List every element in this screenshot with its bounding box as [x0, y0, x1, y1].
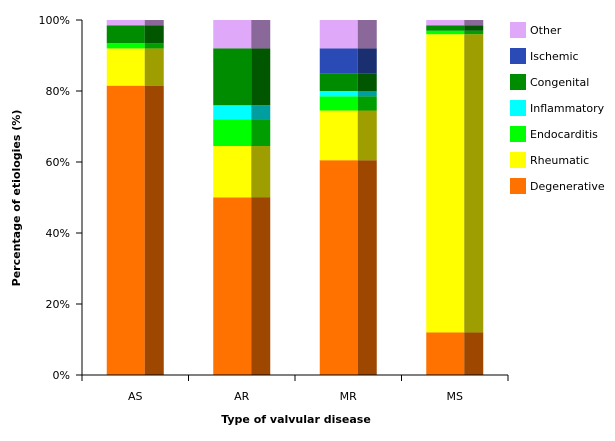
legend-label-ischemic: Ischemic: [530, 50, 579, 63]
bar-side-as-endocarditis: [144, 43, 164, 49]
bar-side-ms-other: [464, 20, 484, 26]
bar-mr-other: [319, 20, 358, 49]
bar-side-as-rheumatic: [144, 48, 164, 86]
axes-group: 0% 20% 40% 60% 80% 100% AS AR MR MS: [39, 14, 509, 403]
y-tick-label: 20%: [46, 298, 70, 311]
x-tick-label: MS: [447, 390, 463, 403]
bars-group: [106, 20, 484, 376]
bar-side-mr-endocarditis: [357, 96, 377, 111]
bar-ms-congenital: [426, 25, 465, 31]
bar-as-endocarditis: [106, 43, 145, 49]
y-tick-label: 80%: [46, 85, 70, 98]
bar-mr-inflammatory: [319, 91, 358, 97]
y-tick-label: 100%: [39, 14, 70, 27]
x-tick-label: AR: [234, 390, 250, 403]
y-tick-label: 60%: [46, 156, 70, 169]
bar-as-other: [106, 20, 145, 26]
bar-side-ar-rheumatic: [251, 146, 271, 198]
bar-ms-degenerative: [426, 332, 465, 375]
bar-ar-other: [213, 20, 252, 49]
bar-side-ms-congenital: [464, 25, 484, 31]
bar-side-mr-inflammatory: [357, 91, 377, 97]
legend-swatch-endocarditis: [510, 126, 526, 142]
bar-ar-inflammatory: [213, 105, 252, 120]
bar-mr-rheumatic: [319, 110, 358, 161]
legend-label-inflammatory: Inflammatory: [530, 102, 605, 115]
x-tick-label: AS: [128, 390, 143, 403]
bar-ar-congenital: [213, 48, 252, 106]
bar-ar-degenerative: [213, 197, 252, 375]
bar-side-ar-congenital: [251, 48, 271, 106]
bar-side-ms-rheumatic: [464, 34, 484, 333]
bar-side-mr-other: [357, 20, 377, 49]
legend-swatch-congenital: [510, 74, 526, 90]
legend: Other Ischemic Congenital Inflammatory Endoc…: [510, 22, 605, 194]
bar-ms-rheumatic: [426, 34, 465, 333]
legend-label-rheumatic: Rheumatic: [530, 154, 589, 167]
bar-ar-rheumatic: [213, 146, 252, 198]
legend-swatch-degenerative: [510, 178, 526, 194]
legend-swatch-rheumatic: [510, 152, 526, 168]
bar-as-rheumatic: [106, 48, 145, 86]
legend-label-congenital: Congenital: [530, 76, 589, 89]
bar-side-as-degenerative: [144, 85, 164, 376]
bar-side-mr-congenital: [357, 73, 377, 91]
bar-as-congenital: [106, 25, 145, 44]
bar-side-ar-degenerative: [251, 197, 271, 375]
bar-side-as-congenital: [144, 25, 164, 44]
bar-mr-ischemic: [319, 48, 358, 74]
legend-swatch-other: [510, 22, 526, 38]
bar-side-as-other: [144, 20, 164, 26]
bar-side-ms-degenerative: [464, 332, 484, 375]
x-axis-title: Type of valvular disease: [221, 413, 371, 426]
bar-side-mr-ischemic: [357, 48, 377, 74]
y-axis-title: Percentage of etiologies (%): [10, 110, 23, 287]
legend-label-degenerative: Degenerative: [530, 180, 605, 193]
bar-mr-congenital: [319, 73, 358, 91]
bar-ar-endocarditis: [213, 119, 252, 147]
bar-side-ms-endocarditis: [464, 30, 484, 35]
bar-side-mr-degenerative: [357, 160, 377, 375]
bar-as-degenerative: [106, 85, 145, 376]
bar-mr-endocarditis: [319, 96, 358, 111]
y-tick-label: 40%: [46, 227, 70, 240]
bar-ms-endocarditis: [426, 30, 465, 35]
bar-mr-degenerative: [319, 160, 358, 375]
bar-side-ar-inflammatory: [251, 105, 271, 120]
bar-ms-other: [426, 20, 465, 26]
bar-side-mr-rheumatic: [357, 110, 377, 161]
legend-label-endocarditis: Endocarditis: [530, 128, 598, 141]
legend-swatch-inflammatory: [510, 100, 526, 116]
y-tick-label: 0%: [53, 369, 70, 382]
x-tick-label: MR: [340, 390, 357, 403]
legend-label-other: Other: [530, 24, 562, 37]
bar-side-ar-other: [251, 20, 271, 49]
bar-side-ar-endocarditis: [251, 119, 271, 147]
legend-swatch-ischemic: [510, 48, 526, 64]
